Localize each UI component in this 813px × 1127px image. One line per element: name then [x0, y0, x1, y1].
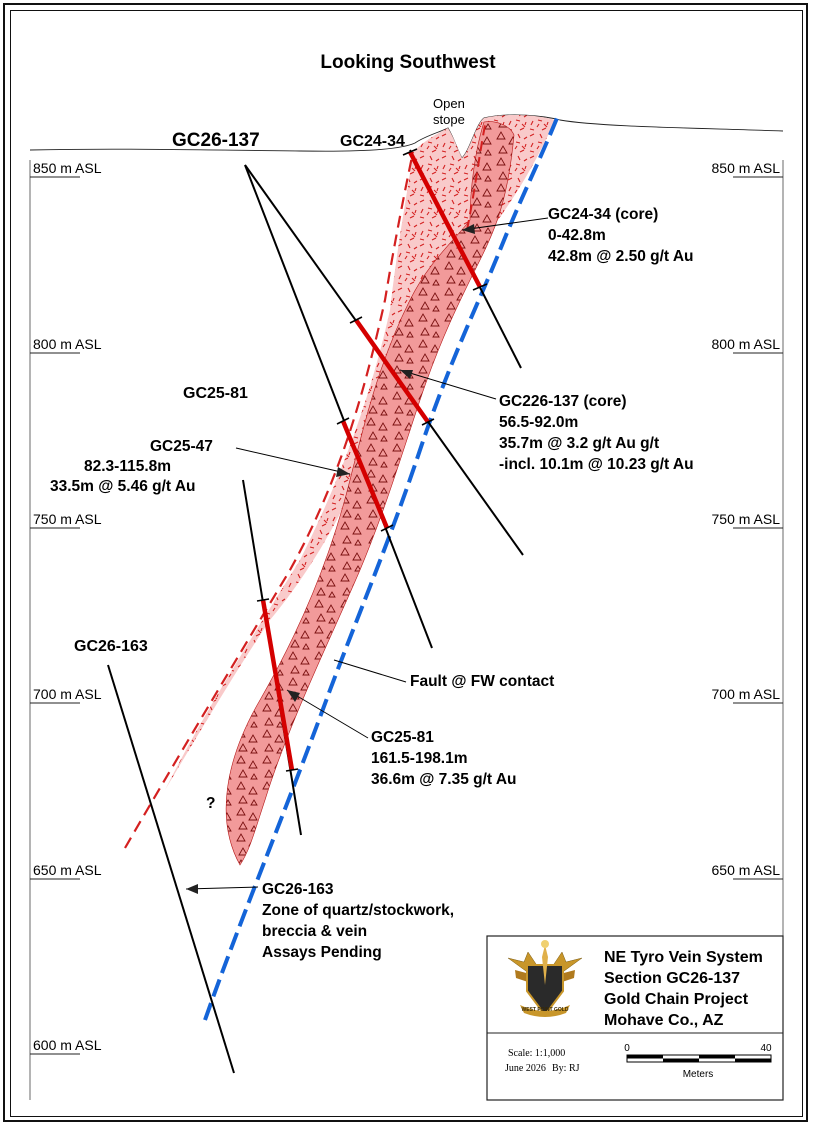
intercept-label-gc24-34: 42.8m @ 2.50 g/t Au: [548, 248, 693, 265]
intercept-label-gc26-163: breccia & vein: [262, 923, 367, 940]
arrow-icon: [462, 224, 475, 234]
intercept-label-gc24-34: 0-42.8m: [548, 227, 606, 244]
title-block-line: Mohave Co., AZ: [604, 1012, 724, 1029]
author-text: By: RJ: [552, 1063, 580, 1074]
arrow-icon: [186, 884, 198, 894]
elev-label-right: 850 m ASL: [712, 160, 781, 176]
elev-label-left: 650 m ASL: [33, 862, 102, 878]
drillhole-gc26-137-b: [244, 164, 433, 649]
title-block: WEST POINT GOLD NE Tyro Vein System Sect…: [486, 935, 784, 1101]
intercept-gc25-47: [340, 420, 390, 529]
intercept-gc26-137: [354, 318, 430, 424]
hole-label-gc24-34: GC24-34: [340, 133, 405, 150]
intercept-label-gc26-163: Zone of quartz/stockwork,: [262, 902, 454, 919]
drillhole-gc26-163: [107, 664, 235, 1074]
inner-frame: [10, 10, 803, 1117]
breccia-zone: [225, 121, 515, 866]
scale-bar-unit: Meters: [683, 1069, 714, 1080]
hanging-wall-contact-upper: [466, 119, 487, 231]
intercept-label-gc226-137: GC226-137 (core): [499, 393, 627, 410]
elev-label-left: 750 m ASL: [33, 511, 102, 527]
hole-label-gc26-137: GC26-137: [172, 130, 260, 151]
elev-label-right: 800 m ASL: [712, 336, 781, 352]
open-stope-label: stope: [433, 112, 465, 127]
intercept-label-gc25-47: 82.3-115.8m: [84, 458, 171, 475]
question-mark: ?: [206, 795, 215, 812]
elev-label-right: 650 m ASL: [712, 862, 781, 878]
scale-text: Scale: 1:1,000: [508, 1048, 565, 1059]
arrow-icon: [287, 690, 300, 702]
hole-label-gc25-47: GC25-47: [150, 438, 213, 455]
intercept-label-gc24-34: GC24-34 (core): [548, 206, 658, 223]
elev-label-left: 700 m ASL: [33, 686, 102, 702]
fault-fw-contact: [203, 117, 559, 1021]
intercept-label-gc226-137: 35.7m @ 3.2 g/t Au g/t: [499, 435, 659, 452]
date-text: June 2026: [505, 1063, 546, 1074]
intercept-label-gc26-163: GC26-163: [262, 881, 334, 898]
intercept-label-gc25-47: 33.5m @ 5.46 g/t Au: [50, 478, 195, 495]
outer-frame: [3, 3, 808, 1122]
scale-bar-start: 0: [624, 1043, 630, 1054]
arrow-icon: [400, 370, 413, 379]
elev-label-right: 750 m ASL: [712, 511, 781, 527]
elev-label-left: 800 m ASL: [33, 336, 102, 352]
fault-label: Fault @ FW contact: [410, 673, 554, 690]
intercept-label-gc26-163: Assays Pending: [262, 944, 382, 961]
elev-label-right: 700 m ASL: [712, 686, 781, 702]
title-block-line: Gold Chain Project: [604, 991, 749, 1008]
arrow-icon: [336, 467, 350, 477]
elev-label-left: 600 m ASL: [33, 1037, 102, 1053]
logo-text: WEST POINT GOLD: [522, 1007, 569, 1013]
scale-bar-end: 40: [760, 1043, 772, 1054]
title-block-line: Section GC26-137: [604, 970, 740, 987]
elev-label-left: 850 m ASL: [33, 160, 102, 176]
hanging-wall-contact: [124, 151, 415, 849]
company-logo: WEST POINT GOLD: [507, 940, 583, 1017]
intercept-label-gc25-81: 36.6m @ 7.35 g/t Au: [371, 771, 516, 788]
intercept-label-gc25-81: GC25-81: [371, 729, 434, 746]
intercept-label-gc226-137: 56.5-92.0m: [499, 414, 578, 431]
topography-line: [29, 114, 784, 159]
intercept-gc25-81: [260, 599, 295, 771]
hole-label-gc26-163: GC26-163: [74, 638, 148, 655]
intercept-gc24-34: [408, 150, 482, 289]
title-block-line: NE Tyro Vein System: [604, 949, 763, 966]
diagram-title: Looking Southwest: [320, 52, 496, 73]
intercept-label-gc25-81: 161.5-198.1m: [371, 750, 468, 767]
open-stope-label: Open: [433, 96, 465, 111]
intercept-label-gc226-137: -incl. 10.1m @ 10.23 g/t Au: [499, 456, 694, 473]
hole-label-gc25-81: GC25-81: [183, 385, 248, 402]
scale-bar: [626, 1054, 772, 1063]
